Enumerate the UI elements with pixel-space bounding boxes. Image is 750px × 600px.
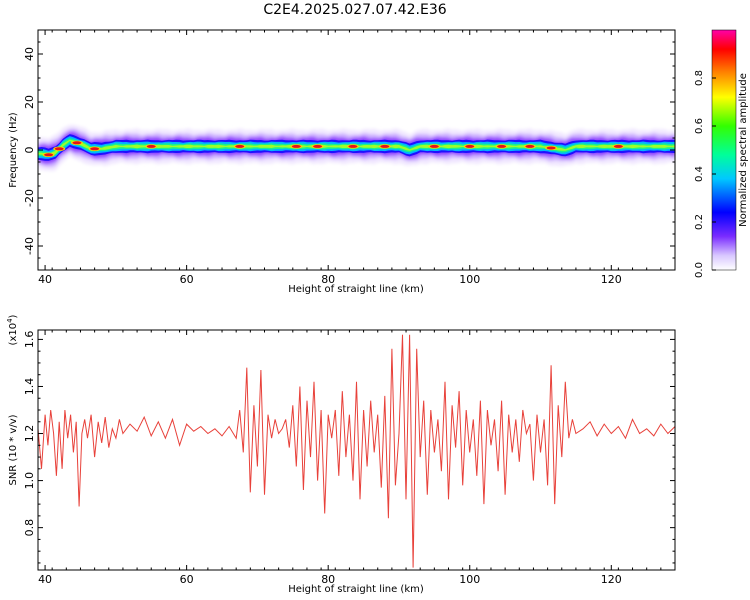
y-tick-label: -20 — [23, 189, 36, 207]
spectrogram-plot-area — [38, 124, 675, 172]
x-tick-label: 40 — [38, 573, 52, 586]
colorbar-gradient — [711, 29, 737, 271]
snr-frame — [37, 329, 676, 571]
spectrogram-x-axis-label: Height of straight line (km) — [288, 284, 424, 295]
y-tick-label: 1.6 — [23, 331, 36, 349]
y-tick-label: 1.0 — [23, 472, 36, 490]
colorbar-tick-label: 0.6 — [694, 118, 705, 134]
colorbar-ticks: 0.0 0.2 0.4 0.6 0.8 — [694, 70, 716, 278]
y-tick-label: 0.8 — [23, 519, 36, 537]
spectrogram-hotspot — [380, 144, 390, 148]
snr-plot-area — [38, 334, 675, 568]
spectrogram-hotspot — [90, 147, 100, 151]
y-tick-label: 1.4 — [23, 378, 36, 396]
spectrogram-hotspot — [72, 141, 82, 145]
snr-x-ticks: 40 60 80 100 120 — [37, 330, 676, 586]
y-tick-label: 1.2 — [23, 425, 36, 443]
spectrogram-x-ticks: 40 60 80 100 120 — [37, 30, 676, 286]
spectrogram-hotspot — [235, 144, 245, 148]
x-tick-label: 100 — [459, 273, 480, 286]
spectrogram-hotspot — [429, 144, 439, 148]
y-tick-label: 0 — [23, 147, 36, 154]
y-tick-label: 20 — [23, 95, 36, 109]
spectrogram-y-ticks: -40 -20 0 20 40 — [23, 29, 675, 271]
colorbar-label: Normalized spectral amplitude — [738, 73, 749, 227]
snr-x-axis-label: Height of straight line (km) — [288, 584, 424, 595]
spectrogram-hotspot — [497, 144, 507, 148]
spectrogram-panel: 40 60 80 100 120 -40 -20 0 20 40 Height of strai… — [8, 29, 676, 295]
colorbar-tick-label: 0.8 — [694, 70, 705, 86]
spectrogram-hotspot — [313, 144, 323, 148]
chart-title: C2E4.2025.027.07.42.E36 — [263, 2, 447, 18]
snr-panel: 40 60 80 100 120 0.8 1.0 1.2 1.4 1.6 Height of s… — [6, 314, 676, 595]
spectrogram-hotspot — [146, 144, 156, 148]
snr-multiplier-label: (x104) — [6, 314, 19, 345]
colorbar-tick-label: 0.2 — [694, 214, 705, 230]
colorbar-tick-label: 0.4 — [694, 166, 705, 182]
snr-y-axis-label: SNR (10 * v/v) — [8, 414, 19, 485]
snr-y-ticks: 0.8 1.0 1.2 1.4 1.6 — [23, 331, 675, 564]
spectrogram-hotspot — [525, 144, 535, 148]
spectrogram-hotspot — [44, 153, 54, 157]
spectrogram-hotspot — [291, 144, 301, 148]
x-tick-label: 80 — [321, 573, 335, 586]
spectrogram-hotspot — [54, 147, 64, 151]
y-tick-label: 40 — [23, 47, 36, 61]
x-tick-label: 60 — [180, 273, 194, 286]
colorbar: 0.0 0.2 0.4 0.6 0.8 Normalized spectral ampl… — [694, 29, 749, 278]
x-tick-label: 40 — [38, 273, 52, 286]
colorbar-tick-label: 0.0 — [694, 262, 705, 278]
x-tick-label: 100 — [459, 573, 480, 586]
x-tick-label: 120 — [601, 273, 622, 286]
x-tick-label: 80 — [321, 273, 335, 286]
spectrogram-hotspot — [546, 146, 556, 150]
x-tick-label: 120 — [601, 573, 622, 586]
snr-series-line — [38, 334, 675, 568]
spectrogram-hotspot — [348, 144, 358, 148]
spectrogram-hotspot — [613, 144, 623, 148]
spectrogram-hotspot — [465, 144, 475, 148]
x-tick-label: 60 — [180, 573, 194, 586]
y-tick-label: -40 — [23, 237, 36, 255]
spectrogram-y-axis-label: Frequency (Hz) — [8, 112, 19, 188]
